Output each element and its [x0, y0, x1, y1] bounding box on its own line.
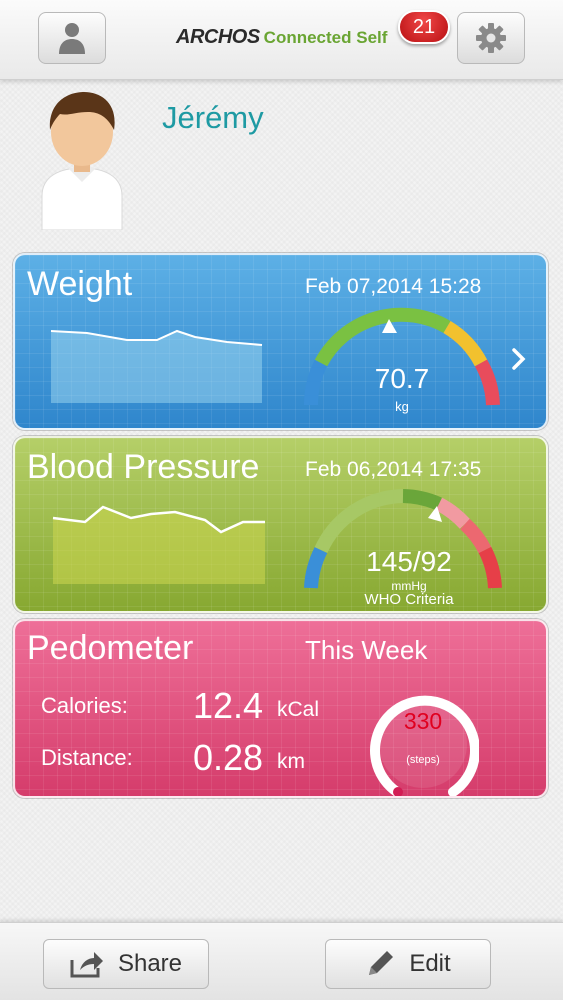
app-name: Connected Self	[263, 28, 388, 47]
blood-pressure-date: Feb 06,2014 17:35	[305, 458, 482, 481]
blood-pressure-value: 145/92	[366, 546, 452, 577]
brand-name: ARCHOS	[176, 26, 260, 48]
settings-button[interactable]	[457, 12, 525, 64]
blood-pressure-card[interactable]: Blood Pressure Feb 06,2014 17:35 145/92 …	[13, 436, 548, 613]
weight-trend-chart	[50, 329, 263, 403]
steps-progress-ring	[370, 695, 479, 796]
pedometer-card[interactable]: Pedometer This Week Calories: 12.4 kCal …	[13, 619, 548, 798]
user-avatar[interactable]	[38, 88, 126, 231]
distance-value: 0.28	[193, 737, 264, 778]
blood-pressure-title: Blood Pressure	[27, 448, 260, 486]
person-icon	[59, 23, 85, 54]
pencil-icon	[369, 951, 394, 975]
share-label: Share	[117, 950, 183, 977]
notification-badge[interactable]: 21	[398, 10, 450, 44]
calories-unit: kCal	[277, 698, 320, 721]
blood-pressure-unit: mmHg	[391, 579, 427, 593]
edit-label: Edit	[409, 950, 451, 977]
pedometer-period: This Week	[305, 635, 428, 665]
blood-pressure-gauge	[304, 489, 502, 589]
share-button[interactable]: Share	[43, 939, 209, 989]
pedometer-title: Pedometer	[27, 629, 194, 667]
weight-gauge	[303, 307, 500, 406]
gear-icon	[476, 23, 506, 53]
profile-button[interactable]	[38, 12, 106, 64]
weight-value: 70.7	[374, 363, 430, 394]
edit-button[interactable]: Edit	[325, 939, 491, 989]
bottom-bar: Share Edit	[0, 922, 563, 1000]
steps-label: (steps)	[406, 754, 440, 766]
steps-value: 330	[403, 708, 443, 734]
weight-card[interactable]: Weight Feb 07,2014 15:28 70.7 kg	[13, 253, 548, 430]
calories-label: Calories:	[41, 693, 128, 718]
share-icon	[70, 952, 103, 978]
weight-title: Weight	[27, 265, 133, 303]
user-name: Jérémy	[162, 100, 264, 135]
weight-date: Feb 07,2014 15:28	[305, 275, 482, 298]
distance-label: Distance:	[41, 745, 133, 770]
calories-value: 12.4	[193, 685, 264, 726]
distance-unit: km	[277, 750, 305, 773]
blood-pressure-trend-chart	[52, 505, 265, 584]
who-criteria-label: WHO Criteria	[364, 591, 454, 608]
app-logo: ARCHOS Connected Self	[176, 26, 387, 49]
chevron-right-icon[interactable]	[511, 347, 527, 371]
weight-unit: kg	[395, 399, 409, 414]
top-bar: ARCHOS Connected Self 21	[0, 0, 563, 80]
